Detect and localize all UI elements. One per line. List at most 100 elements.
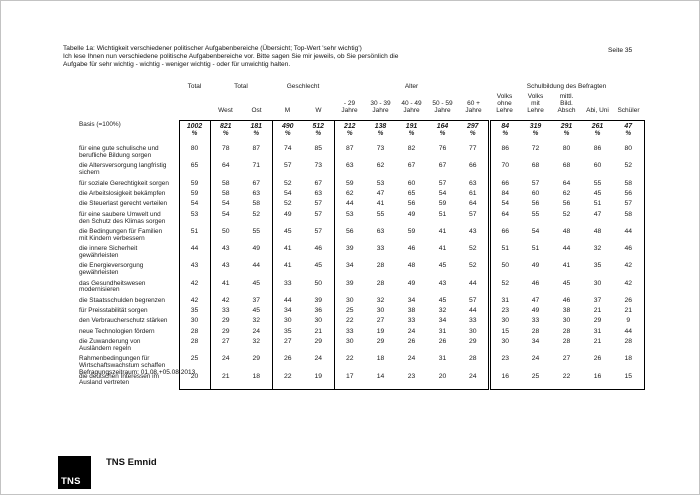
- value-cell: 31: [438, 355, 447, 363]
- value-cell: 60: [407, 179, 416, 187]
- column-header: West: [218, 107, 233, 114]
- value-cell: 57: [314, 210, 323, 218]
- table-row: die deutschen Interessen im Ausland vert…: [79, 372, 645, 391]
- row-label: für soziale Gerechtigkeit sorgen: [79, 179, 169, 187]
- basis-cell: 512%: [303, 120, 334, 146]
- value-cell: 45: [438, 296, 447, 304]
- table-row: für Preisstabilität sorgen 35 33 45 34 36 25 30…: [79, 307, 645, 318]
- value-cell: 48: [593, 227, 602, 235]
- value-cell: 26: [593, 355, 602, 363]
- value-cell: 9: [613, 317, 645, 328]
- value-cell: 24: [252, 327, 261, 335]
- value-cell: 66: [468, 162, 477, 170]
- basis-cell: 138%: [365, 120, 396, 146]
- table-row: die Arbeitslosigkeit bekämpfen 59 58 63 54 63…: [79, 189, 645, 201]
- value-cell: 77: [468, 145, 477, 153]
- value-cell: 29: [593, 317, 602, 325]
- value-cell: 61: [468, 189, 477, 197]
- value-cell: 39: [314, 296, 323, 304]
- value-cell: 17: [333, 372, 365, 391]
- value-cell: 33: [271, 279, 303, 297]
- row-label: die innere Sicherheit gewährleisten: [79, 245, 138, 259]
- value-cell: 33: [376, 245, 385, 253]
- value-cell: 32: [593, 245, 602, 253]
- value-cell: 23: [487, 307, 520, 318]
- value-cell: 87: [333, 145, 365, 163]
- value-cell: 42: [209, 296, 241, 308]
- value-cell: 52: [468, 262, 477, 270]
- value-cell: 25: [520, 372, 551, 391]
- basis-cell: 490%: [271, 120, 303, 146]
- value-cell: 44: [562, 245, 571, 253]
- value-cell: 27: [209, 338, 241, 356]
- value-cell: 24: [407, 327, 416, 335]
- value-cell: 34: [271, 307, 303, 318]
- value-cell: 63: [314, 189, 323, 197]
- value-cell: 58: [613, 179, 645, 190]
- value-cell: 64: [468, 200, 477, 208]
- value-cell: 43: [468, 227, 477, 235]
- percent-sign: %: [625, 130, 632, 138]
- value-cell: 76: [438, 145, 447, 153]
- value-cell: 60: [531, 189, 540, 197]
- basis-cell: 84%: [487, 120, 520, 146]
- value-cell: 45: [252, 279, 261, 287]
- value-cell: 59: [407, 227, 416, 235]
- tns-logo: TNS: [58, 456, 91, 489]
- basis-cell: 1002%: [178, 120, 210, 146]
- value-cell: 33: [407, 317, 416, 325]
- value-cell: 43: [178, 262, 210, 280]
- value-cell: 26: [613, 296, 645, 308]
- value-cell: 53: [333, 210, 365, 228]
- value-cell: 67: [407, 162, 416, 170]
- value-cell: 54: [209, 200, 241, 211]
- value-cell: 39: [333, 245, 365, 263]
- value-cell: 84: [487, 189, 520, 201]
- value-cell: 33: [468, 317, 477, 325]
- value-cell: 20: [178, 372, 210, 391]
- column-group-header-row: Total Total Geschlecht Alter Schulbildung de…: [79, 83, 644, 93]
- table-row: die Bedingungen für Familien mit Kindern…: [79, 227, 645, 246]
- basis-value: 291: [560, 123, 573, 130]
- value-cell: 54: [438, 189, 447, 197]
- table-row: neue Technologien fördern 28 29 24 35 21 33 19 2…: [79, 327, 645, 339]
- column-group-label: Total: [234, 83, 248, 90]
- column-header: 40 - 49 Jahre: [401, 100, 422, 114]
- value-cell: 44: [178, 245, 210, 263]
- value-cell: 62: [376, 162, 385, 170]
- table-row: die innere Sicherheit gewährleisten 44 43 4…: [79, 245, 645, 263]
- value-cell: 45: [593, 189, 602, 197]
- value-cell: 18: [376, 355, 385, 363]
- value-cell: 35: [271, 327, 303, 339]
- value-cell: 30: [487, 317, 520, 328]
- basis-cell: 164%: [427, 120, 458, 146]
- value-cell: 31: [438, 327, 447, 335]
- value-cell: 64: [209, 162, 241, 180]
- value-cell: 48: [562, 227, 571, 235]
- survey-table: Total Total Geschlecht Alter Schulbildung de…: [79, 83, 645, 391]
- value-cell: 44: [271, 296, 303, 308]
- percent-sign: %: [284, 130, 291, 138]
- value-cell: 59: [178, 189, 210, 201]
- value-cell: 41: [438, 245, 447, 253]
- column-group-label: Alter: [404, 83, 419, 90]
- table-row: Rahmenbedingungen für Wirtschaftswachstu…: [79, 355, 645, 373]
- value-cell: 80: [613, 145, 645, 163]
- value-cell: 46: [314, 245, 323, 253]
- value-cell: 55: [252, 227, 261, 235]
- company-name: TNS Emnid: [106, 457, 157, 468]
- value-cell: 86: [487, 145, 520, 163]
- value-cell: 52: [468, 245, 477, 253]
- column-header: M: [284, 107, 291, 114]
- percent-sign: %: [532, 130, 539, 138]
- basis-value: 191: [405, 123, 418, 130]
- row-label: für eine gute schulische und berufliche …: [79, 145, 159, 159]
- value-cell: 27: [271, 338, 303, 356]
- value-cell: 14: [365, 372, 396, 391]
- percent-sign: %: [408, 130, 415, 138]
- value-cell: 21: [209, 372, 241, 391]
- value-cell: 35: [178, 307, 210, 318]
- value-cell: 43: [438, 279, 447, 287]
- value-cell: 43: [209, 245, 241, 263]
- row-label: die Zuwanderung von Ausländern regeln: [79, 338, 141, 353]
